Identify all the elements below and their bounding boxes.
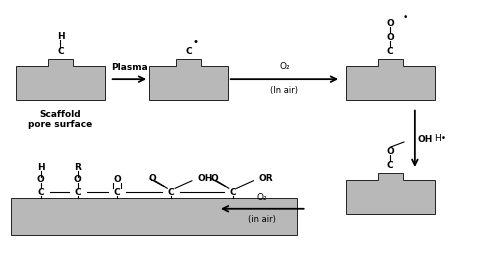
Text: OH: OH: [198, 174, 213, 183]
Text: (in air): (in air): [248, 215, 276, 224]
Text: OH: OH: [417, 135, 433, 144]
Text: C: C: [168, 188, 175, 197]
Text: H•: H•: [435, 134, 446, 143]
Text: O₂: O₂: [279, 62, 290, 71]
Text: O₂: O₂: [257, 193, 268, 201]
Text: C: C: [57, 47, 64, 56]
Text: •: •: [193, 37, 199, 47]
Polygon shape: [11, 198, 297, 235]
Text: O: O: [148, 174, 156, 183]
Polygon shape: [346, 59, 435, 100]
Text: H: H: [37, 163, 45, 172]
Text: •: •: [402, 13, 408, 22]
Text: Plasma: Plasma: [111, 63, 148, 72]
Text: C: C: [387, 47, 394, 56]
Text: O: O: [74, 176, 82, 184]
Text: Scaffold: Scaffold: [40, 110, 81, 119]
Text: (In air): (In air): [270, 85, 298, 95]
Text: R: R: [74, 163, 81, 172]
Text: C: C: [114, 188, 120, 197]
Text: O: O: [210, 174, 218, 183]
Text: pore surface: pore surface: [28, 120, 93, 129]
Text: H: H: [56, 32, 64, 41]
Polygon shape: [346, 173, 435, 214]
Text: O: O: [387, 19, 394, 28]
Text: OR: OR: [259, 174, 273, 183]
Text: O: O: [387, 147, 394, 156]
Polygon shape: [149, 59, 228, 100]
Text: O: O: [113, 176, 121, 184]
Text: C: C: [229, 188, 236, 197]
Text: O: O: [37, 176, 45, 184]
Text: C: C: [185, 47, 192, 56]
Text: C: C: [38, 188, 44, 197]
Polygon shape: [16, 59, 105, 100]
Text: O: O: [387, 33, 394, 42]
Text: C: C: [387, 161, 394, 170]
Text: C: C: [74, 188, 81, 197]
